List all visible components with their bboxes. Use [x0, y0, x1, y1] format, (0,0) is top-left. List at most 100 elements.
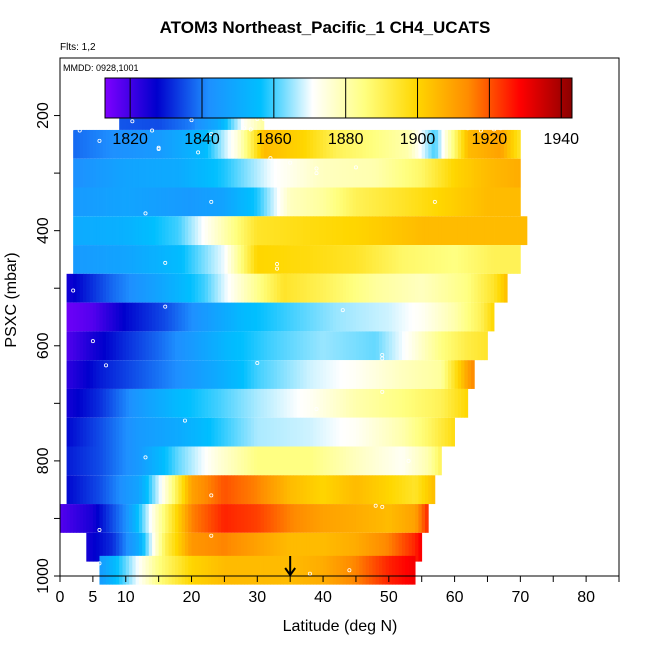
- heatmap-cell: [332, 446, 337, 476]
- heatmap-cell: [392, 216, 396, 246]
- heatmap-cell: [309, 245, 314, 274]
- heatmap-cell: [188, 360, 192, 389]
- heatmap-cell: [431, 388, 436, 418]
- heatmap-cell: [359, 216, 363, 246]
- heatmap-cell: [86, 331, 90, 361]
- heatmap-cell: [355, 532, 360, 562]
- heatmap-row: [73, 216, 528, 246]
- heatmap-cell: [375, 475, 380, 505]
- heatmap-cell: [191, 187, 196, 217]
- heatmap-cell: [408, 504, 413, 533]
- heatmap-cell: [375, 417, 380, 447]
- heatmap-cell: [424, 475, 429, 505]
- heatmap-cell: [122, 216, 127, 246]
- heatmap-cell: [263, 532, 268, 562]
- heatmap-row: [66, 475, 436, 505]
- heatmap-cell: [109, 187, 114, 217]
- heatmap-cell: [83, 388, 87, 418]
- heatmap-cell: [178, 532, 183, 562]
- heatmap-cell: [247, 504, 252, 533]
- heatmap-cell: [66, 273, 71, 303]
- heatmap-cell: [290, 216, 294, 246]
- heatmap-cell: [329, 158, 334, 188]
- heatmap-cell: [441, 388, 446, 418]
- heatmap-cell: [494, 273, 498, 303]
- sample-point: [275, 266, 280, 271]
- heatmap-cell: [319, 417, 324, 447]
- heatmap-cell: [355, 273, 360, 303]
- heatmap-cell: [221, 417, 225, 447]
- heatmap-cell: [424, 187, 429, 217]
- heatmap-cell: [464, 245, 469, 274]
- heatmap-cell: [392, 129, 396, 159]
- heatmap-cell: [135, 158, 140, 188]
- heatmap-cell: [405, 331, 409, 361]
- heatmap-cell: [165, 129, 169, 159]
- heatmap-cell: [270, 273, 275, 303]
- heatmap-cell: [378, 302, 383, 332]
- heatmap-cell: [234, 245, 238, 274]
- heatmap-cell: [148, 245, 153, 274]
- heatmap-cell: [125, 388, 130, 418]
- heatmap-cell: [293, 302, 298, 332]
- heatmap-cell: [76, 129, 81, 159]
- heatmap-cell: [332, 532, 337, 562]
- heatmap-cell: [421, 446, 426, 476]
- heatmap-cell: [79, 273, 84, 303]
- heatmap-cell: [300, 475, 304, 505]
- heatmap-cell: [204, 216, 209, 246]
- heatmap-cell: [277, 417, 281, 447]
- heatmap-cell: [161, 158, 166, 188]
- heatmap-cell: [83, 302, 87, 332]
- heatmap-cell: [415, 446, 419, 476]
- heatmap-cell: [109, 504, 114, 533]
- heatmap-cell: [148, 360, 153, 389]
- heatmap-cell: [306, 273, 311, 303]
- heatmap-cell: [257, 360, 261, 389]
- sample-point: [150, 128, 155, 133]
- heatmap-cell: [421, 129, 426, 159]
- heatmap-cell: [415, 417, 419, 447]
- heatmap-cell: [165, 417, 169, 447]
- heatmap-cell: [115, 302, 120, 332]
- heatmap-cell: [277, 475, 281, 505]
- heatmap-cell: [270, 129, 275, 159]
- heatmap-cell: [230, 360, 235, 389]
- heatmap-cell: [359, 388, 363, 418]
- heatmap-cell: [184, 129, 189, 159]
- heatmap-cell: [286, 555, 291, 585]
- heatmap-cell: [471, 187, 475, 217]
- heatmap-cell: [99, 302, 104, 332]
- heatmap-cell: [234, 273, 238, 303]
- heatmap-cell: [142, 187, 146, 217]
- heatmap-cell: [198, 504, 202, 533]
- heatmap-cell: [342, 129, 347, 159]
- heatmap-cell: [165, 504, 169, 533]
- heatmap-cell: [395, 129, 400, 159]
- heatmap-cell: [329, 388, 334, 418]
- heatmap-cell: [122, 360, 127, 389]
- heatmap-cell: [369, 446, 373, 476]
- heatmap-cell: [395, 273, 400, 303]
- heatmap-cell: [372, 555, 377, 585]
- sample-point: [143, 211, 148, 216]
- heatmap-cell: [303, 129, 308, 159]
- heatmap-cell: [382, 555, 386, 585]
- heatmap-cell: [73, 302, 77, 332]
- heatmap-cell: [263, 388, 268, 418]
- heatmap-cell: [194, 158, 199, 188]
- heatmap-cell: [201, 273, 206, 303]
- heatmap-cell: [99, 532, 104, 562]
- heatmap-cell: [309, 504, 314, 533]
- heatmap-cell: [293, 331, 298, 361]
- heatmap-cell: [201, 417, 206, 447]
- heatmap-cell: [303, 555, 308, 585]
- heatmap-cell: [102, 555, 107, 585]
- heatmap-cell: [431, 245, 436, 274]
- heatmap-cell: [244, 360, 248, 389]
- heatmap-cell: [129, 555, 133, 585]
- heatmap-cell: [326, 245, 331, 274]
- heatmap-cell: [342, 446, 347, 476]
- heatmap-cell: [191, 388, 196, 418]
- heatmap-cell: [135, 302, 140, 332]
